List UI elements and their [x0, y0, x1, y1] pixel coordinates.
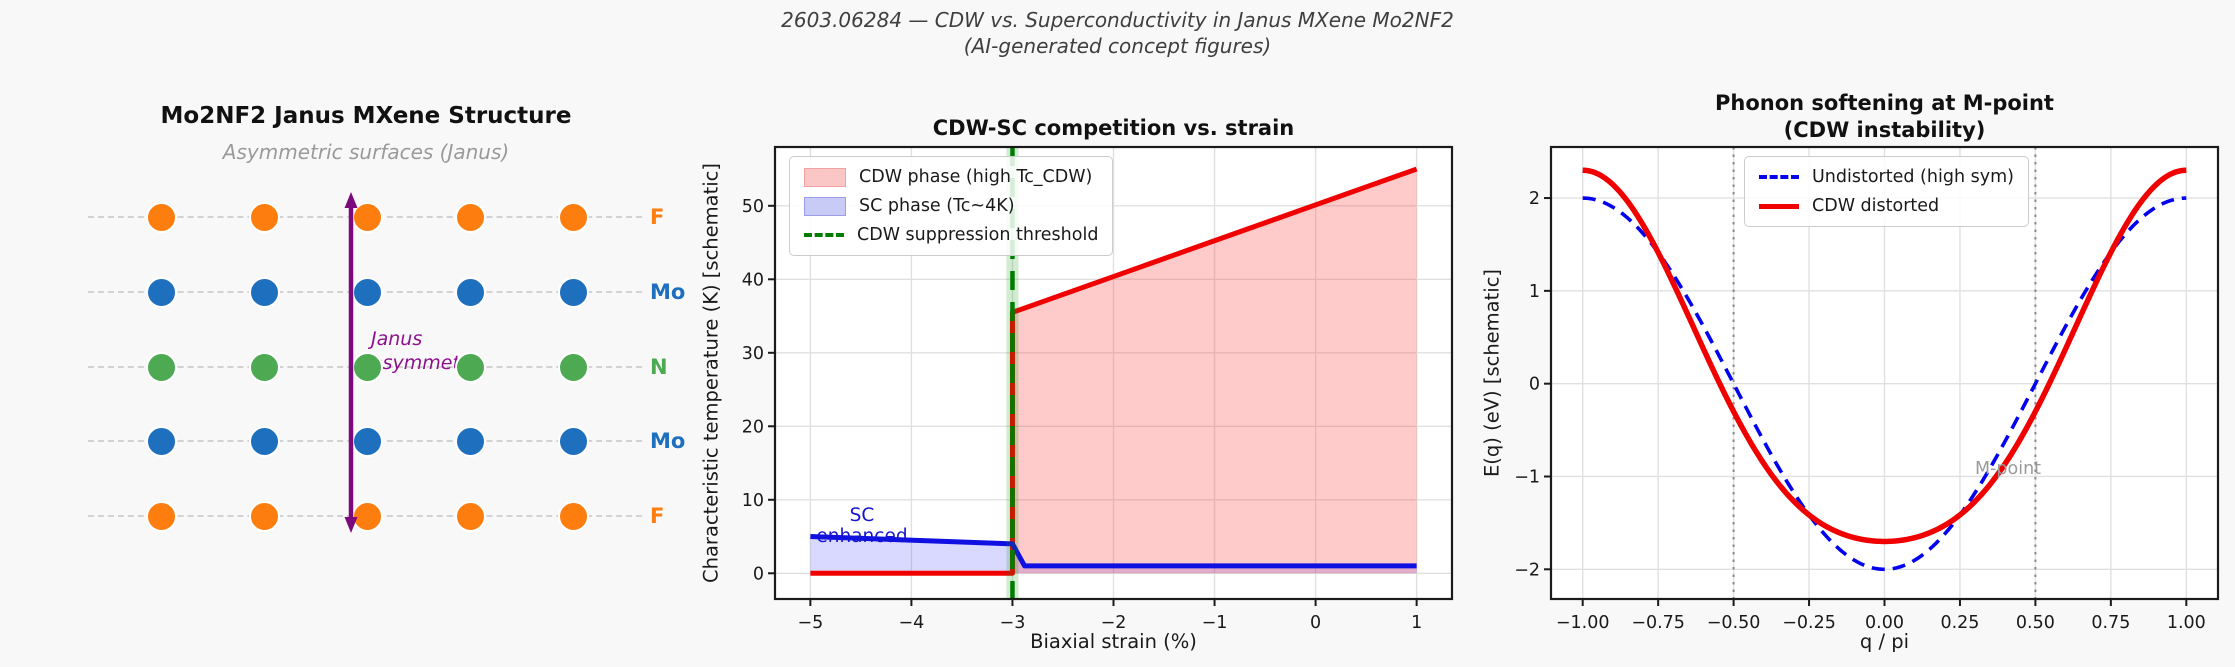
- legend-label: SC phase (Tc~4K): [859, 196, 1015, 216]
- x-tick-label: −0.50: [1707, 613, 1761, 633]
- legend-line-swatch: [1759, 203, 1799, 209]
- atom-dot-f: [351, 500, 383, 532]
- strain-chart-title: CDW-SC competition vs. strain: [932, 116, 1295, 140]
- phonon-chart-title-line1: Phonon softening at M-point: [1715, 91, 2054, 115]
- y-tick-label: 40: [742, 270, 764, 290]
- row-label-mo: Mo: [650, 429, 686, 453]
- y-tick-label: 50: [742, 197, 764, 217]
- y-tick-label: 20: [742, 417, 764, 437]
- legend-patch-swatch: [804, 196, 846, 216]
- x-tick-label: 0.75: [2091, 613, 2130, 633]
- janus-annotation-line1: Janus: [371, 328, 423, 350]
- y-tick-label: −2: [1514, 560, 1540, 580]
- legend-label: CDW phase (high Tc_CDW): [859, 167, 1093, 187]
- x-tick-label: −3: [1000, 613, 1026, 633]
- phonon-chart-title: Phonon softening at M-point (CDW instabi…: [1551, 90, 2218, 144]
- atom-dot-mo: [248, 276, 280, 308]
- x-tick-label: 1.00: [2167, 613, 2206, 633]
- m-point-annotation: M-point: [1975, 459, 2042, 479]
- atom-dot-mo: [248, 425, 280, 457]
- structure-panel-subtitle: Asymmetric surfaces (Janus): [222, 140, 510, 164]
- legend-item: CDW distorted: [1759, 196, 2014, 216]
- x-tick-label: −0.25: [1782, 613, 1836, 633]
- atom-dot-mo: [557, 425, 589, 457]
- x-tick-label: 1: [1411, 613, 1422, 633]
- sc-enhanced-line2: enhanced: [816, 526, 908, 547]
- series-sc-phase-tc-4k-: [810, 534, 1417, 569]
- series-undistorted-high-sym-: [1582, 196, 2187, 572]
- atom-dot-mo: [145, 276, 177, 308]
- atom-dot-mo: [145, 425, 177, 457]
- y-tick-label: 10: [742, 491, 764, 511]
- x-tick-label: −1.00: [1556, 613, 1610, 633]
- atom-dot-n: [145, 351, 177, 383]
- row-label-mo: Mo: [650, 280, 686, 304]
- legend-dashed-line-swatch: [1759, 175, 1799, 179]
- janus-asymmetry-annotation: Janus asymmetry: [371, 327, 479, 375]
- atom-dot-f: [145, 201, 177, 233]
- atom-dot-f: [248, 201, 280, 233]
- x-tick-label: −0.75: [1631, 613, 1685, 633]
- y-tick-label: 2: [1529, 189, 1540, 209]
- legend-patch-swatch: [804, 167, 846, 187]
- y-tick-label: 0: [1529, 375, 1540, 395]
- sc-enhanced-line1: SC: [849, 505, 875, 526]
- y-tick-label: 0: [753, 564, 764, 584]
- x-tick-label: 0: [1310, 613, 1321, 633]
- janus-annotation-line2: asymmetry: [371, 352, 479, 374]
- atom-dot-mo: [454, 276, 486, 308]
- legend-item: SC phase (Tc~4K): [804, 196, 1098, 216]
- atom-dot-mo: [557, 276, 589, 308]
- strain-y-axis-label: Characteristic temperature (K) [schemati…: [699, 163, 723, 583]
- structure-panel-title: Mo2NF2 Janus MXene Structure: [160, 103, 572, 129]
- x-tick-label: 0.50: [2016, 613, 2055, 633]
- phonon-y-axis-label: E(q) (eV) [schematic]: [1480, 268, 1504, 478]
- x-tick-label: 0.00: [1865, 613, 1904, 633]
- legend-item: CDW phase (high Tc_CDW): [804, 167, 1098, 187]
- atom-dot-n: [454, 351, 486, 383]
- atom-dot-mo: [351, 425, 383, 457]
- sc-enhanced-annotation: SC enhanced: [816, 505, 908, 547]
- janus-symmetry-arrow: [344, 192, 358, 533]
- figure-title: 2603.06284 — CDW vs. Superconductivity i…: [781, 8, 1454, 32]
- atom-dot-f: [557, 201, 589, 233]
- strain-x-axis-label: Biaxial strain (%): [1030, 630, 1197, 653]
- row-label-n: N: [650, 355, 668, 379]
- legend-label: CDW distorted: [1812, 196, 1940, 216]
- x-tick-label: −1: [1202, 613, 1228, 633]
- atom-dot-f: [454, 500, 486, 532]
- phonon-x-axis-label: q / pi: [1859, 630, 1910, 653]
- x-tick-label: 0.25: [1940, 613, 1979, 633]
- legend-item: CDW suppression threshold: [804, 225, 1098, 245]
- x-tick-label: −4: [899, 613, 925, 633]
- figure-subtitle: (AI-generated concept figures): [963, 34, 1272, 58]
- x-tick-label: −5: [797, 613, 823, 633]
- y-tick-label: 30: [742, 344, 764, 364]
- phonon-chart-legend: Undistorted (high sym) CDW distorted: [1744, 156, 2029, 227]
- phonon-chart-title-line2: (CDW instability): [1783, 118, 1986, 142]
- atom-dot-f: [557, 500, 589, 532]
- phonon-chart-svg: −1.00 −0.75 −0.50 −0.25 0.00 0.25 0.50 0.75 1.00…: [1514, 145, 2220, 633]
- atom-dot-f: [248, 500, 280, 532]
- y-tick-label: −1: [1514, 467, 1540, 487]
- series-cdw-phase-fill: [1012, 169, 1417, 574]
- legend-item: Undistorted (high sym): [1759, 167, 2014, 187]
- legend-dashed-line-swatch: [804, 233, 844, 237]
- row-label-f: F: [650, 205, 665, 229]
- x-tick-label: −2: [1101, 613, 1127, 633]
- atom-dot-f: [145, 500, 177, 532]
- legend-label: Undistorted (high sym): [1812, 167, 2014, 187]
- series-sc-phase-fill: [810, 536, 1417, 574]
- atom-dot-f: [454, 201, 486, 233]
- atom-dot-mo: [454, 425, 486, 457]
- legend-label: CDW suppression threshold: [857, 225, 1099, 245]
- atom-dot-n: [557, 351, 589, 383]
- strain-chart-legend: CDW phase (high Tc_CDW) SC phase (Tc~4K) C…: [789, 156, 1114, 256]
- row-label-f: F: [650, 504, 665, 528]
- series-cdw-distorted: [1582, 167, 2187, 545]
- y-tick-label: 1: [1529, 282, 1540, 302]
- atom-dot-n: [248, 351, 280, 383]
